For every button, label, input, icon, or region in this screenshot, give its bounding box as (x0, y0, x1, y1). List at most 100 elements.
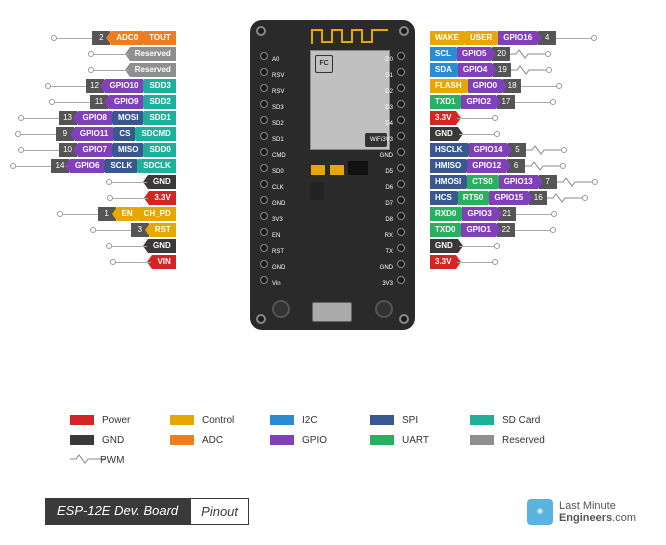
pin-row: GND (10, 238, 176, 254)
mount-hole (399, 26, 409, 36)
pin-row: Reserved (10, 62, 176, 78)
pin-row: GND (430, 126, 598, 142)
pin-row: SDCMDCSGPIO119 (10, 126, 176, 142)
pin-row: TXD1GPIO217 (430, 94, 598, 110)
board-pins-left (260, 52, 268, 292)
pwm-trace (525, 166, 560, 167)
trace (57, 38, 92, 39)
pin-tag: SDD1 (144, 111, 175, 125)
legend-item: GPIO (270, 430, 370, 450)
mount-hole (399, 314, 409, 324)
legend-item: Reserved (470, 430, 570, 450)
legend-label: PWM (100, 455, 124, 466)
antenna-icon (310, 28, 390, 46)
pin-tag: GPIO13 (499, 175, 538, 189)
legend-item: Power (70, 410, 170, 430)
trace (112, 182, 147, 183)
brand-line1: Last Minute (559, 500, 636, 512)
pin-dot (551, 211, 557, 217)
legend: PowerControlI2CSPISD CardGNDADCGPIOUARTR… (70, 410, 626, 470)
brand-logo-icon: ❋ (527, 499, 553, 525)
pin-tag: SDA (430, 63, 457, 77)
pin-tag: CTS0 (467, 175, 497, 189)
pin-tag: GPIO9 (109, 95, 143, 109)
legend-label: I2C (302, 415, 318, 426)
footer: ESP-12E Dev. Board Pinout ❋ Last Minute … (45, 498, 636, 525)
legend-swatch (270, 435, 294, 445)
pin-tag: GPIO12 (467, 159, 506, 173)
legend-label: SPI (402, 415, 418, 426)
pin-tag: GND (148, 239, 176, 253)
pin-row: SDCLKSCLKGPIO614 (10, 158, 176, 174)
esp-chip: FC WiFi (310, 50, 390, 150)
legend-label: GPIO (302, 435, 327, 446)
pin-dot (592, 179, 598, 185)
pin-row: HMISOGPIO126 (430, 158, 598, 174)
pin-tag: VIN (152, 255, 175, 269)
trace (63, 214, 98, 215)
title-badge: ESP-12E Dev. Board Pinout (45, 498, 249, 525)
pin-dot (492, 259, 498, 265)
pin-row: RXD0GPIO321 (430, 206, 598, 222)
pin-tag: RXD0 (430, 207, 461, 221)
pin-row: Reserved (10, 46, 176, 62)
legend-item: GND (70, 430, 170, 450)
pin-dot (550, 99, 556, 105)
pin-row: HMOSICTS0GPIO137 (430, 174, 598, 190)
pin-tag: 3.3V (430, 255, 456, 269)
pin-row: 3.3V (10, 190, 176, 206)
legend-swatch (370, 415, 394, 425)
legend-item: SD Card (470, 410, 570, 430)
trace (55, 102, 90, 103)
pin-dot (494, 243, 500, 249)
pin-dot (494, 131, 500, 137)
pin-tag: EN (117, 207, 138, 221)
pin-tag: SCLK (105, 159, 137, 173)
components (310, 160, 390, 210)
pin-tag: FLASH (430, 79, 467, 93)
trace (459, 134, 494, 135)
legend-swatch (70, 415, 94, 425)
pin-tag: GPIO6 (70, 159, 104, 173)
usb-port (312, 302, 352, 322)
pin-tag: MISO (113, 143, 143, 157)
mount-hole (256, 26, 266, 36)
pin-tag: GPIO16 (498, 31, 537, 45)
pin-tag: GPIO11 (75, 127, 113, 141)
pwm-icon (70, 454, 100, 467)
legend-swatch (470, 415, 494, 425)
pin-tag: SDD2 (144, 95, 175, 109)
pin-row: SDD2GPIO911 (10, 94, 176, 110)
pin-row: SCLGPIO520 (430, 46, 598, 62)
legend-swatch (270, 415, 294, 425)
pin-tag: SDD3 (144, 79, 175, 93)
pin-tag: GPIO4 (458, 63, 492, 77)
legend-swatch (70, 435, 94, 445)
legend-item: UART (370, 430, 470, 450)
legend-item: I2C (270, 410, 370, 430)
pin-tag: GND (430, 239, 458, 253)
pin-tag: RTS0 (458, 191, 488, 205)
pin-dot (545, 51, 551, 57)
pin-tag: HSCLK (430, 143, 468, 157)
pin-row: HCSRTS0GPIO1516 (430, 190, 598, 206)
trace (51, 86, 86, 87)
pin-row: GND (10, 174, 176, 190)
pin-dot (561, 147, 567, 153)
legend-item: SPI (370, 410, 470, 430)
title-board: ESP-12E Dev. Board (45, 498, 190, 525)
pin-row: VIN (10, 254, 176, 270)
pin-tag: TOUT (144, 31, 176, 45)
pin-row: SDD1MOSIGPIO813 (10, 110, 176, 126)
pin-tag: GPIO0 (468, 79, 502, 93)
pin-row: WAKEUSERGPIO164 (430, 30, 598, 46)
pin-row: TXD0GPIO122 (430, 222, 598, 238)
pin-row: TOUTADC02 (10, 30, 176, 46)
trace (94, 70, 129, 71)
legend-item: ADC (170, 430, 270, 450)
trace (16, 166, 51, 167)
pin-tag: RST (150, 223, 176, 237)
flash-button (375, 300, 393, 318)
pin-tag: SDCLK (138, 159, 176, 173)
trace (457, 262, 492, 263)
